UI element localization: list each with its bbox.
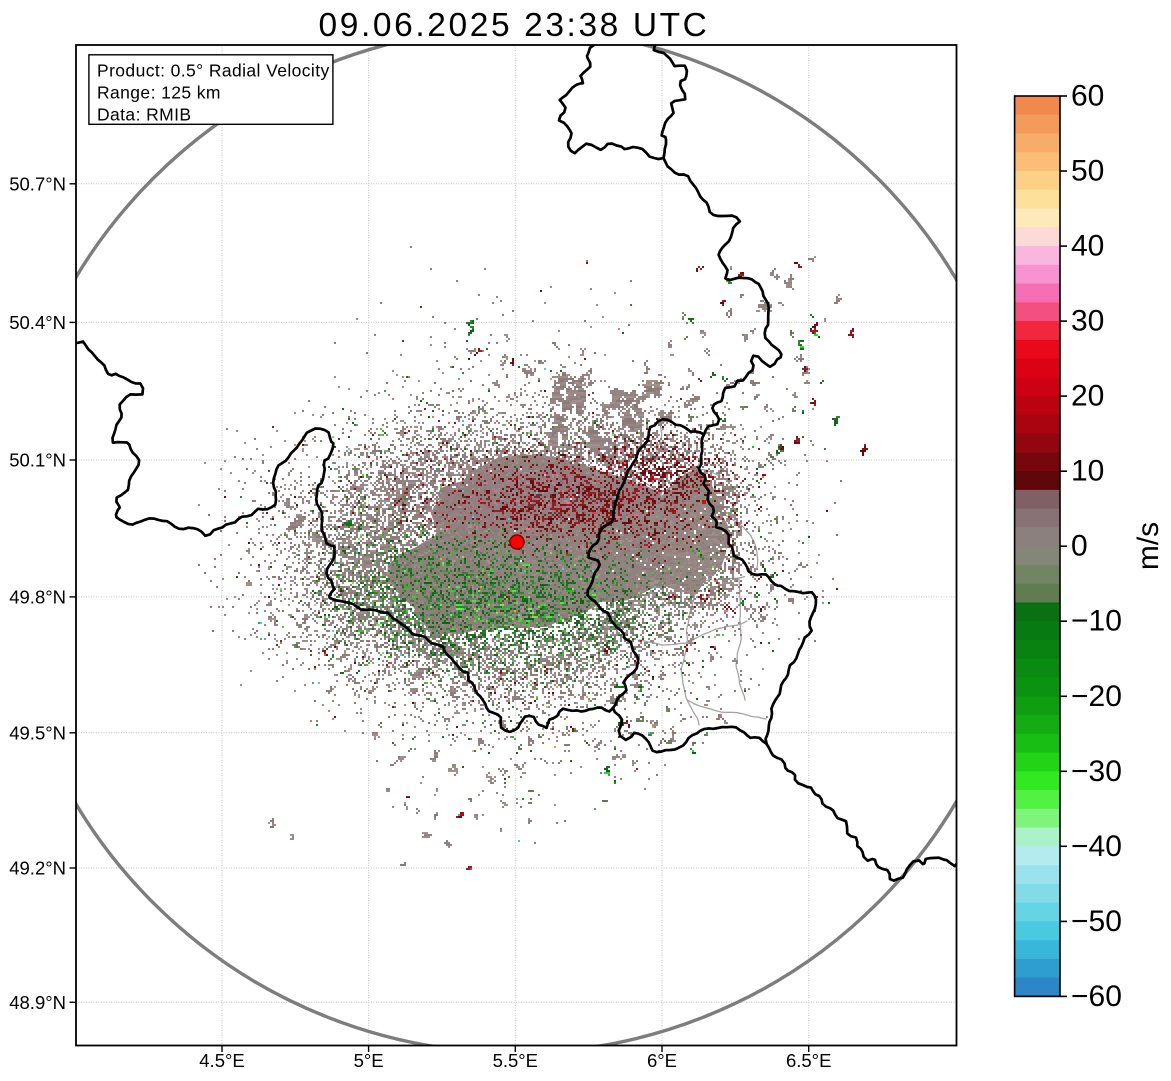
svg-text:5°E: 5°E <box>354 1050 384 1071</box>
svg-text:50: 50 <box>1071 155 1104 188</box>
svg-text:49.8°N: 49.8°N <box>9 586 66 607</box>
svg-text:−40: −40 <box>1071 830 1122 863</box>
svg-text:0: 0 <box>1071 530 1088 563</box>
svg-text:48.9°N: 48.9°N <box>9 992 66 1013</box>
svg-text:−30: −30 <box>1071 755 1122 788</box>
svg-text:60: 60 <box>1071 80 1104 113</box>
svg-text:10: 10 <box>1071 455 1104 488</box>
svg-text:30: 30 <box>1071 305 1104 338</box>
svg-text:6.5°E: 6.5°E <box>786 1050 831 1071</box>
svg-text:m/s: m/s <box>1132 522 1165 570</box>
svg-text:49.5°N: 49.5°N <box>9 722 66 743</box>
svg-text:Range: 125 km: Range: 125 km <box>97 83 221 103</box>
svg-text:Data: RMIB: Data: RMIB <box>97 105 191 125</box>
svg-text:50.4°N: 50.4°N <box>9 312 66 333</box>
svg-text:50.7°N: 50.7°N <box>9 173 66 194</box>
svg-text:4.5°E: 4.5°E <box>199 1050 244 1071</box>
svg-text:Product: 0.5° Radial Velocity: Product: 0.5° Radial Velocity <box>97 61 330 81</box>
svg-text:49.2°N: 49.2°N <box>9 858 66 879</box>
svg-text:−50: −50 <box>1071 905 1122 938</box>
svg-text:−60: −60 <box>1071 980 1122 1013</box>
svg-text:−20: −20 <box>1071 680 1122 713</box>
svg-text:6°E: 6°E <box>647 1050 677 1071</box>
svg-text:20: 20 <box>1071 380 1104 413</box>
svg-text:50.1°N: 50.1°N <box>9 450 66 471</box>
svg-text:5.5°E: 5.5°E <box>493 1050 538 1071</box>
svg-text:−10: −10 <box>1071 605 1122 638</box>
svg-text:40: 40 <box>1071 230 1104 263</box>
svg-text:09.06.2025 23:38 UTC: 09.06.2025 23:38 UTC <box>319 7 710 44</box>
